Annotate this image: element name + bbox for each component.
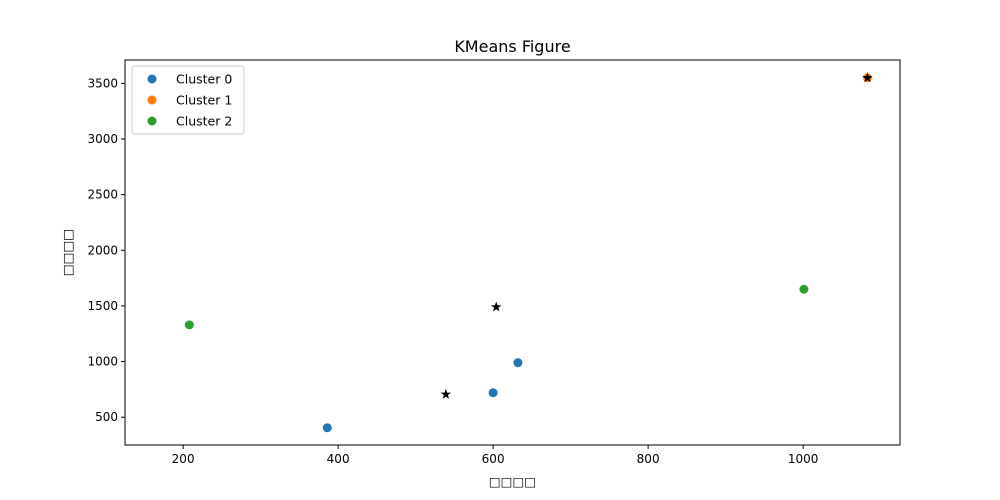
legend-label-cluster-1: Cluster 1: [176, 93, 232, 108]
centroid-star: [440, 388, 452, 399]
y-tick-label: 3500: [87, 76, 118, 90]
y-tick-label: 1500: [87, 299, 118, 313]
legend-marker-cluster-0: [147, 74, 157, 84]
legend-label-cluster-0: Cluster 0: [176, 72, 232, 87]
y-axis: 500 1000 1500 2000 2500 3000 3500: [87, 76, 125, 424]
points-layer: [184, 73, 872, 433]
cluster-0-point: [513, 358, 523, 368]
x-axis: 200 400 600 800 1000: [172, 445, 819, 466]
x-tick-label: 400: [327, 452, 350, 466]
legend-marker-cluster-1: [147, 95, 157, 105]
centroid-star: [490, 301, 502, 312]
legend: Cluster 0 Cluster 1 Cluster 2: [131, 65, 245, 135]
chart-title: KMeans Figure: [454, 37, 570, 56]
legend-marker-cluster-2: [147, 116, 157, 126]
x-axis-label: □□□□: [489, 474, 536, 489]
x-tick-label: 1000: [788, 452, 819, 466]
plot-frame: [124, 59, 901, 446]
y-tick-label: 500: [95, 410, 118, 424]
cluster-2-point: [799, 284, 809, 294]
y-tick-label: 1000: [87, 355, 118, 369]
x-tick-label: 800: [637, 452, 660, 466]
centroid-layer: [440, 72, 873, 399]
cluster-0-point: [488, 388, 498, 398]
centroid-star: [862, 72, 873, 83]
cluster-2-point: [184, 320, 194, 330]
y-axis-label: □□□□: [60, 229, 75, 276]
y-tick-label: 3000: [87, 132, 118, 146]
legend-frame: [131, 65, 245, 135]
legend-label-cluster-2: Cluster 2: [176, 114, 232, 129]
plot-area: [124, 59, 901, 446]
y-tick-label: 2000: [87, 243, 118, 257]
y-tick-label: 2500: [87, 188, 118, 202]
cluster-0-point: [322, 423, 332, 433]
x-tick-label: 600: [482, 452, 505, 466]
x-tick-label: 200: [172, 452, 195, 466]
